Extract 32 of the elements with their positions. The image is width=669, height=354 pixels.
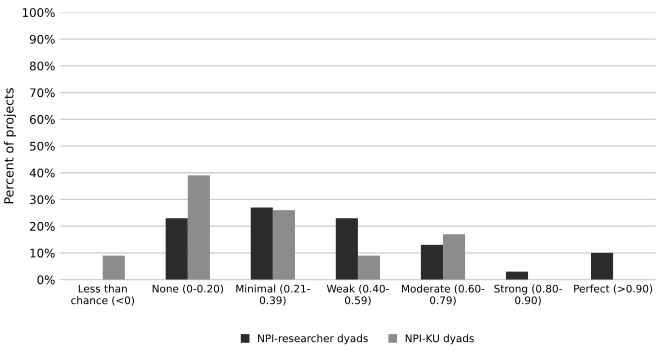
bar (420, 244, 443, 280)
bar (358, 256, 380, 280)
x-tick-label: Less than chance (<0) (71, 284, 134, 306)
y-tick-label: 100% (22, 8, 55, 18)
x-tick-label: Perfect (>0.90) (574, 284, 652, 294)
bar (272, 210, 295, 280)
legend-label: NPI-researcher dyads (258, 334, 368, 344)
bar (506, 272, 528, 280)
bar (188, 175, 210, 280)
y-tick-label: 20% (30, 222, 55, 231)
bar (590, 252, 614, 280)
x-tick-label: Minimal (0.21-0.39) (236, 284, 310, 306)
x-tick-label: Moderate (0.60-0.79) (402, 284, 484, 306)
x-tick-label: None (0-0.20) (152, 284, 223, 294)
y-tick-label: 40% (30, 168, 55, 178)
bar (250, 207, 273, 280)
x-tick-label: Weak (0.40-0.59) (326, 284, 389, 306)
y-tick-label: 10% (30, 248, 55, 258)
y-axis-title: Percent of projects (4, 88, 16, 204)
legend-label: NPI-KU dyads (406, 334, 474, 344)
y-tick-label: 60% (30, 115, 55, 124)
y-tick-label: 80% (30, 62, 55, 70)
bar (166, 218, 188, 280)
y-tick-label: 70% (30, 88, 55, 98)
x-tick-label: Strong (0.80-0.90) (494, 284, 562, 306)
bar (102, 256, 125, 280)
bar (336, 218, 358, 280)
y-tick-label: 0% (37, 275, 55, 284)
bar (442, 234, 466, 280)
y-tick-label: 30% (30, 195, 55, 204)
y-tick-label: 50% (30, 142, 55, 151)
y-tick-label: 90% (30, 34, 55, 44)
